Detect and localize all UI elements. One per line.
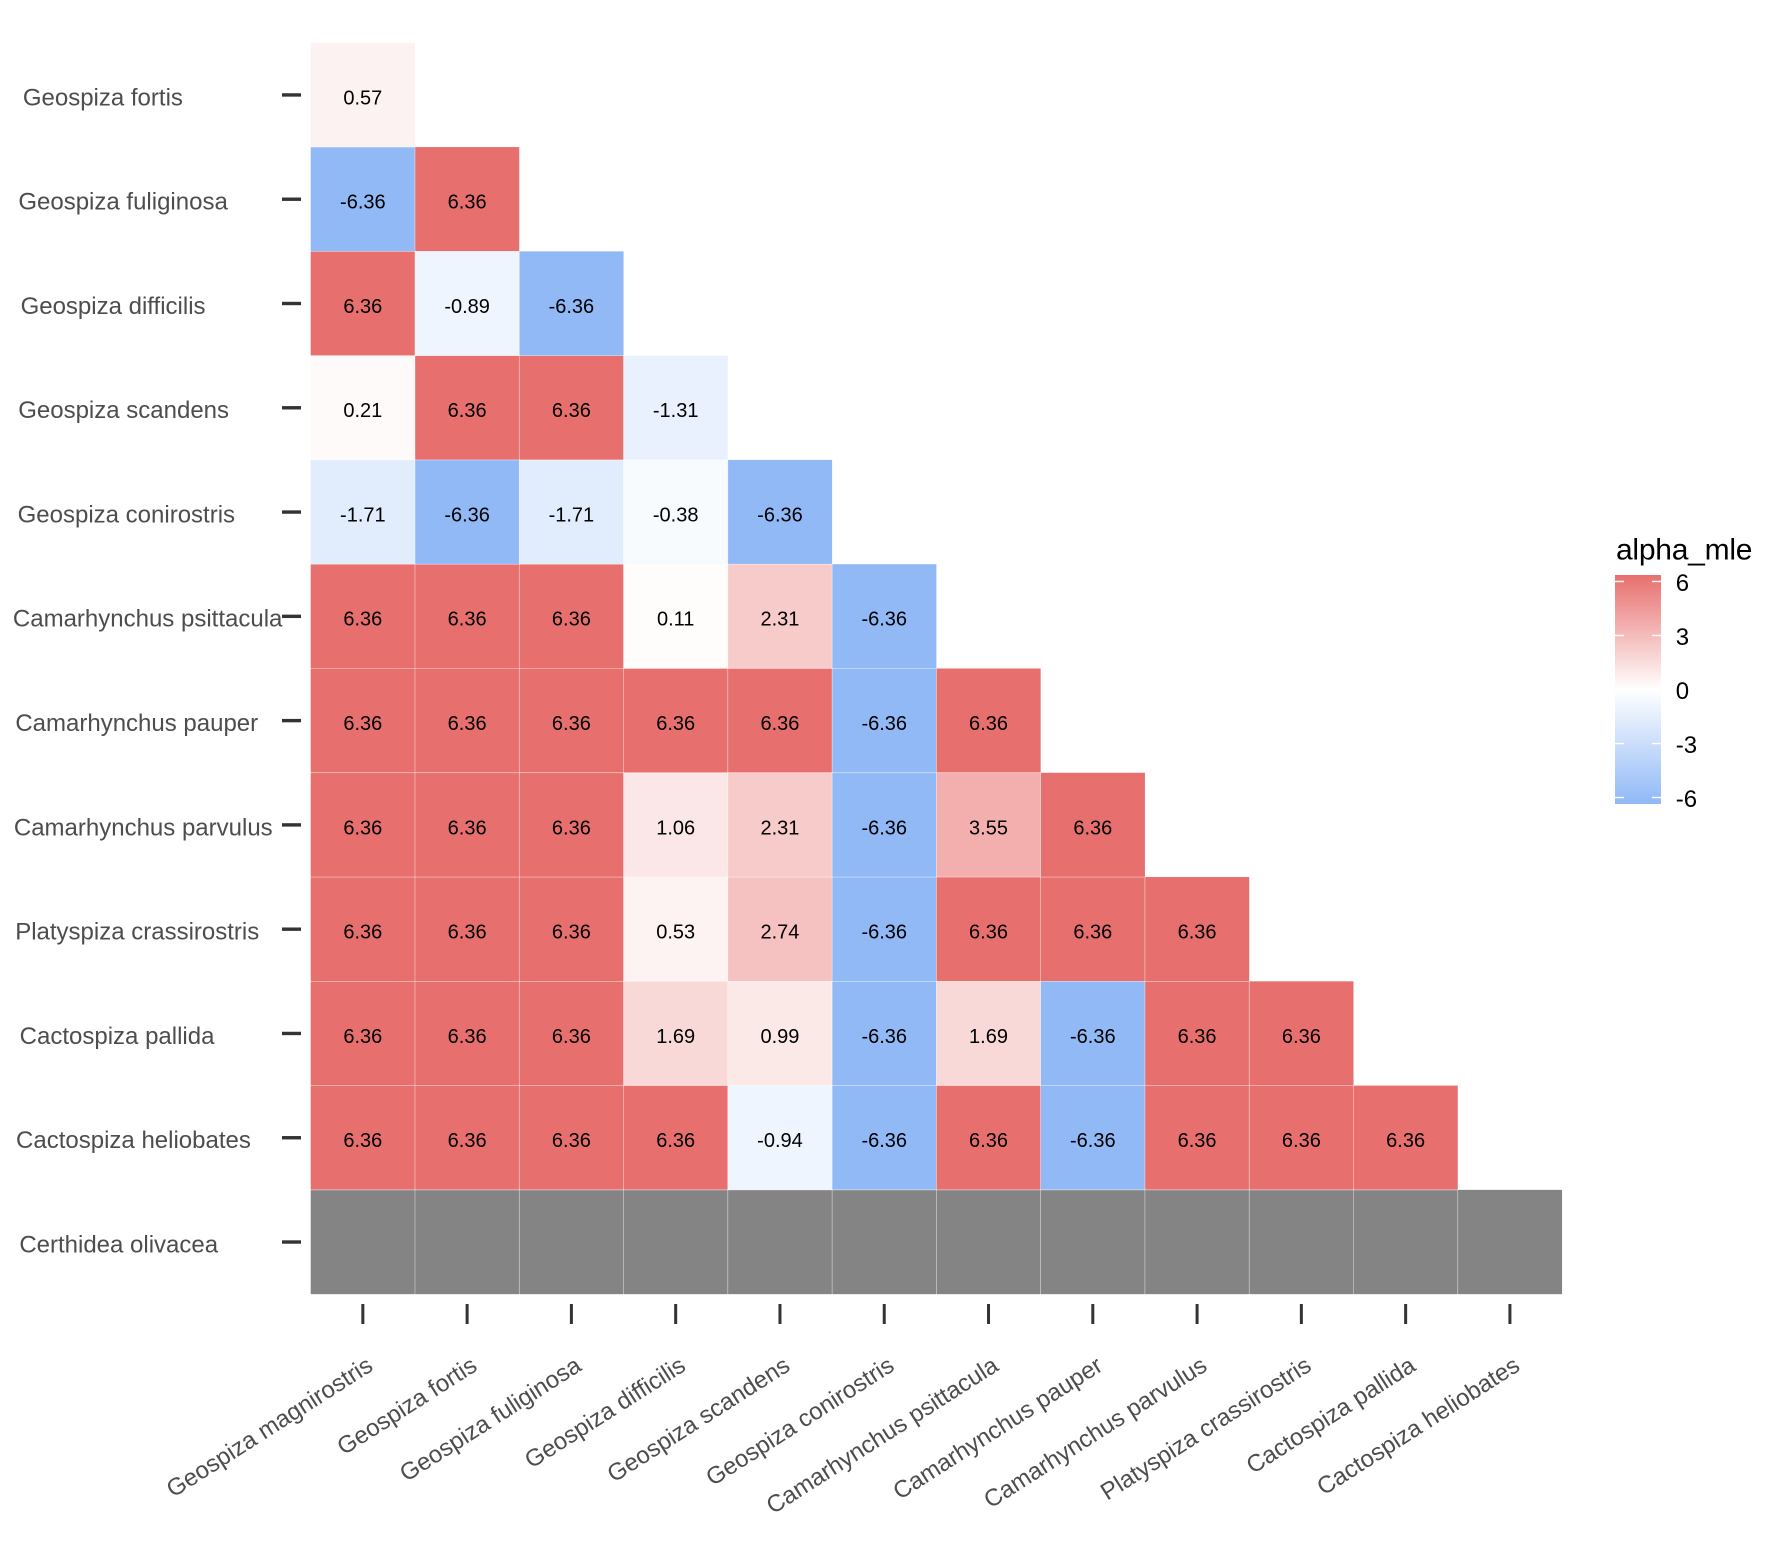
svg-text:Camarhynchus pauper: Camarhynchus pauper — [15, 710, 258, 737]
svg-text:6.36: 6.36 — [1073, 817, 1112, 839]
svg-text:alpha_mle: alpha_mle — [1616, 534, 1752, 567]
svg-text:0.99: 0.99 — [760, 1026, 799, 1048]
svg-text:0.11: 0.11 — [657, 609, 694, 631]
svg-text:6.36: 6.36 — [343, 817, 382, 839]
svg-text:Geospiza scandens: Geospiza scandens — [18, 397, 229, 424]
svg-text:Certhidea olivacea: Certhidea olivacea — [19, 1231, 218, 1258]
svg-text:6.36: 6.36 — [448, 1130, 487, 1152]
svg-text:6.36: 6.36 — [969, 1130, 1008, 1152]
svg-text:0.57: 0.57 — [343, 87, 382, 109]
svg-text:-6.36: -6.36 — [861, 817, 907, 839]
svg-text:6.36: 6.36 — [1178, 1026, 1217, 1048]
svg-text:6.36: 6.36 — [448, 400, 487, 422]
svg-text:6.36: 6.36 — [1282, 1130, 1321, 1152]
svg-text:-6: -6 — [1676, 786, 1697, 813]
svg-text:-6.36: -6.36 — [340, 192, 386, 214]
svg-text:2.74: 2.74 — [760, 922, 799, 944]
svg-text:6.36: 6.36 — [1178, 922, 1217, 944]
svg-text:6.36: 6.36 — [552, 713, 591, 735]
svg-text:1.69: 1.69 — [969, 1026, 1008, 1048]
svg-text:6.36: 6.36 — [1282, 1026, 1321, 1048]
svg-text:6.36: 6.36 — [448, 192, 487, 214]
svg-text:6.36: 6.36 — [448, 817, 487, 839]
svg-text:Camarhynchus psittacula: Camarhynchus psittacula — [13, 606, 283, 633]
svg-text:6.36: 6.36 — [1073, 922, 1112, 944]
svg-text:Platyspiza crassirostris: Platyspiza crassirostris — [15, 919, 259, 946]
svg-text:2.31: 2.31 — [760, 817, 799, 839]
svg-text:6.36: 6.36 — [343, 1026, 382, 1048]
svg-text:6.36: 6.36 — [343, 922, 382, 944]
svg-text:-6.36: -6.36 — [444, 504, 490, 526]
svg-text:6.36: 6.36 — [448, 1026, 487, 1048]
svg-text:6.36: 6.36 — [343, 609, 382, 631]
svg-text:-6.36: -6.36 — [1070, 1026, 1116, 1048]
svg-text:-0.38: -0.38 — [653, 504, 699, 526]
svg-text:Geospiza conirostris: Geospiza conirostris — [18, 501, 235, 528]
svg-text:-1.71: -1.71 — [549, 504, 595, 526]
svg-text:Camarhynchus parvulus: Camarhynchus parvulus — [14, 814, 273, 841]
svg-text:-0.94: -0.94 — [757, 1130, 803, 1152]
svg-text:6.36: 6.36 — [552, 1026, 591, 1048]
svg-text:0.53: 0.53 — [656, 922, 695, 944]
svg-text:Cactospiza heliobates: Cactospiza heliobates — [16, 1127, 251, 1154]
svg-text:0.21: 0.21 — [343, 400, 382, 422]
svg-text:-3: -3 — [1676, 732, 1697, 759]
svg-text:-6.36: -6.36 — [861, 609, 907, 631]
svg-text:-1.71: -1.71 — [340, 504, 386, 526]
svg-text:6.36: 6.36 — [552, 922, 591, 944]
svg-text:-6.36: -6.36 — [861, 1026, 907, 1048]
svg-text:Cactospiza pallida: Cactospiza pallida — [20, 1023, 215, 1050]
svg-text:Geospiza difficilis: Geospiza difficilis — [21, 293, 206, 320]
svg-text:Geospiza fuliginosa: Geospiza fuliginosa — [18, 189, 228, 216]
svg-text:-1.31: -1.31 — [653, 400, 699, 422]
svg-text:Geospiza fortis: Geospiza fortis — [23, 84, 183, 111]
svg-text:-6.36: -6.36 — [757, 504, 803, 526]
svg-text:6.36: 6.36 — [1178, 1130, 1217, 1152]
svg-text:3: 3 — [1676, 624, 1689, 651]
svg-text:6.36: 6.36 — [1386, 1130, 1425, 1152]
svg-text:6.36: 6.36 — [969, 922, 1008, 944]
svg-text:-6.36: -6.36 — [861, 922, 907, 944]
svg-text:6: 6 — [1676, 570, 1689, 597]
svg-text:6.36: 6.36 — [448, 609, 487, 631]
svg-text:3.55: 3.55 — [969, 817, 1008, 839]
svg-text:6.36: 6.36 — [969, 713, 1008, 735]
svg-text:-6.36: -6.36 — [1070, 1130, 1116, 1152]
svg-text:6.36: 6.36 — [656, 1130, 695, 1152]
svg-text:6.36: 6.36 — [552, 817, 591, 839]
svg-text:1.69: 1.69 — [656, 1026, 695, 1048]
svg-text:6.36: 6.36 — [552, 1130, 591, 1152]
svg-text:6.36: 6.36 — [343, 713, 382, 735]
svg-text:6.36: 6.36 — [343, 296, 382, 318]
svg-text:2.31: 2.31 — [760, 609, 799, 631]
svg-text:1.06: 1.06 — [656, 817, 695, 839]
svg-text:-6.36: -6.36 — [861, 1130, 907, 1152]
svg-text:6.36: 6.36 — [760, 713, 799, 735]
svg-text:6.36: 6.36 — [656, 713, 695, 735]
svg-text:6.36: 6.36 — [448, 713, 487, 735]
svg-text:6.36: 6.36 — [448, 922, 487, 944]
svg-text:6.36: 6.36 — [343, 1130, 382, 1152]
svg-text:-0.89: -0.89 — [444, 296, 490, 318]
svg-text:-6.36: -6.36 — [861, 713, 907, 735]
svg-text:0: 0 — [1676, 678, 1689, 705]
svg-text:-6.36: -6.36 — [549, 296, 595, 318]
svg-text:6.36: 6.36 — [552, 609, 591, 631]
svg-text:6.36: 6.36 — [552, 400, 591, 422]
